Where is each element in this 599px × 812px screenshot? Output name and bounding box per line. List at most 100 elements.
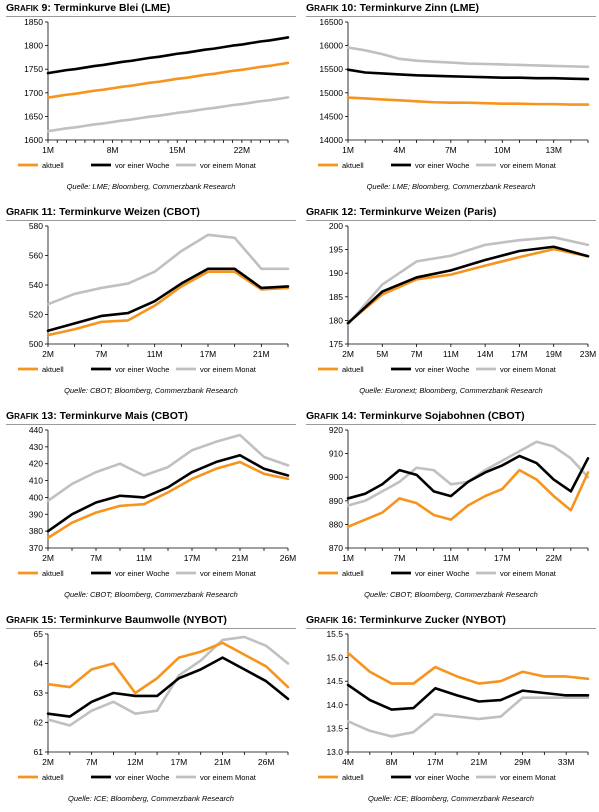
series-line-aktuell (46, 460, 290, 540)
legend-item: vor einer Woche (91, 161, 169, 170)
y-tick-label: 1850 (24, 17, 43, 27)
legend-label: aktuell (342, 365, 364, 374)
y-tick-label: 880 (329, 519, 343, 529)
chart-title-text: Terminkurve Weizen (CBOT) (59, 206, 200, 218)
x-tick-label: 26M (258, 757, 275, 767)
legend-item: vor einer Woche (391, 161, 469, 170)
legend-item: vor einem Monat (476, 365, 557, 374)
x-tick-label: 12M (127, 757, 144, 767)
grafik-prefix-small: RAFIK (14, 412, 39, 421)
legend-label: aktuell (342, 773, 364, 782)
y-tick-label: 13.5 (326, 723, 343, 733)
legend-item: aktuell (318, 161, 364, 170)
legend-item: vor einem Monat (176, 365, 257, 374)
chart-number: 13 (41, 410, 54, 422)
y-tick-label: 380 (29, 526, 43, 536)
series-line-vor-einer-Woche (346, 683, 590, 711)
chart-panel: GRAFIK 16: Terminkurve Zucker (NYBOT) 13.… (306, 614, 596, 812)
title-rule (306, 424, 596, 425)
legend-item: vor einer Woche (91, 365, 169, 374)
y-tick-label: 580 (29, 221, 43, 231)
y-tick-label: 520 (29, 310, 43, 320)
y-tick-label: 65 (34, 629, 44, 639)
chart-source: Quelle: LME; Bloomberg, Commerzbank Rese… (66, 182, 236, 191)
chart-title: GRAFIK 13: Terminkurve Mais (CBOT) (6, 410, 188, 422)
y-tick-label: 180 (329, 315, 343, 325)
x-tick-label: 1M (342, 145, 354, 155)
legend-label: aktuell (42, 773, 64, 782)
legend-item: aktuell (18, 773, 64, 782)
chart-panel: GRAFIK 10: Terminkurve Zinn (LME) 14000 14… (306, 2, 596, 200)
x-tick-label: 21M (253, 349, 270, 359)
legend-item: aktuell (318, 773, 364, 782)
legend-label: vor einer Woche (415, 161, 469, 170)
series-line-vor-einer-Woche (46, 36, 290, 75)
legend-item: aktuell (318, 365, 364, 374)
y-tick-label: 195 (329, 245, 343, 255)
legend-label: aktuell (42, 365, 64, 374)
y-tick-label: 15.5 (326, 629, 343, 639)
x-tick-label: 33M (558, 757, 575, 767)
chart-title: GRAFIK 9: Terminkurve Blei (LME) (6, 2, 171, 14)
chart-source: Quelle: Euronext; Bloomberg, Commerzbank… (359, 386, 543, 395)
legend-item: vor einem Monat (476, 773, 557, 782)
chart-panel: GRAFIK 12: Terminkurve Weizen (Paris) 175… (306, 206, 596, 404)
series-line-vor-einer-Woche (46, 453, 290, 533)
x-tick-label: 11M (443, 553, 459, 563)
x-tick-label: 7M (95, 349, 107, 359)
grafik-prefix-small: RAFIK (14, 616, 39, 625)
x-tick-label: 17M (494, 553, 511, 563)
y-tick-label: 175 (329, 339, 343, 349)
grafik-prefix-small: RAFIK (314, 412, 339, 421)
y-tick-label: 200 (329, 221, 343, 231)
chart-title-text: Terminkurve Baumwolle (NYBOT) (59, 614, 227, 626)
legend-item: vor einer Woche (391, 569, 469, 578)
x-tick-label: 11M (443, 349, 459, 359)
y-tick-label: 64 (34, 659, 44, 669)
chart-panel: GRAFIK 13: Terminkurve Mais (CBOT) 370 380… (6, 410, 296, 608)
x-tick-label: 17M (427, 757, 444, 767)
chart-source: Quelle: ICE; Bloomberg, Commerzbank Rese… (68, 794, 234, 803)
grafik-prefix-small: RAFIK (314, 616, 339, 625)
grafik-prefix-cap: G (6, 206, 15, 218)
legend-label: vor einem Monat (500, 773, 557, 782)
x-tick-label: 2M (342, 349, 354, 359)
legend-item: aktuell (18, 569, 64, 578)
y-tick-label: 430 (29, 442, 43, 452)
legend-label: vor einer Woche (115, 773, 169, 782)
series-line-vor-einem-Monat (46, 433, 290, 503)
legend-label: vor einem Monat (500, 161, 557, 170)
legend-item: vor einem Monat (176, 773, 257, 782)
legend-label: vor einer Woche (115, 365, 169, 374)
y-tick-label: 500 (29, 339, 43, 349)
x-tick-label: 17M (171, 757, 188, 767)
chart-title: GRAFIK 16: Terminkurve Zucker (NYBOT) (306, 614, 506, 626)
grafik-prefix-small: RAFIK (14, 208, 39, 217)
line-chart: 61 62 63 64 65 2M 7M 12M 17M 21M 26M aktuell vor ein… (18, 629, 290, 782)
series-line-vor-einem-Monat (46, 635, 290, 727)
chart-number: 10 (341, 2, 354, 14)
y-tick-label: 185 (329, 292, 343, 302)
chart-number: 15 (41, 614, 54, 626)
x-tick-label: 29M (514, 757, 531, 767)
series-line-vor-einem-Monat (46, 96, 290, 133)
chart-title: GRAFIK 10: Terminkurve Zinn (LME) (306, 2, 480, 14)
title-rule (6, 424, 296, 425)
series-line-aktuell (346, 651, 590, 685)
legend-item: vor einem Monat (476, 569, 557, 578)
chart-source: Quelle: ICE; Bloomberg, Commerzbank Rese… (368, 794, 534, 803)
x-tick-label: 10M (494, 145, 511, 155)
series-line-aktuell (346, 247, 590, 325)
title-rule (6, 16, 296, 17)
line-chart: 14000 14500 15000 15500 16000 16500 1M 4M 7M 10M 1… (318, 17, 590, 170)
y-tick-label: 410 (29, 476, 43, 486)
title-rule (306, 16, 596, 17)
legend-label: aktuell (342, 569, 364, 578)
grafik-prefix-cap: G (6, 614, 15, 626)
line-chart: 175 180 185 190 195 200 2M 5M 7M 11M 14M 17M 19M 23M a… (318, 221, 596, 374)
series-line-aktuell (46, 641, 290, 695)
grafik-prefix-cap: G (306, 206, 315, 218)
x-tick-label: 7M (86, 757, 98, 767)
x-tick-label: 7M (394, 553, 406, 563)
y-tick-label: 890 (329, 496, 343, 506)
